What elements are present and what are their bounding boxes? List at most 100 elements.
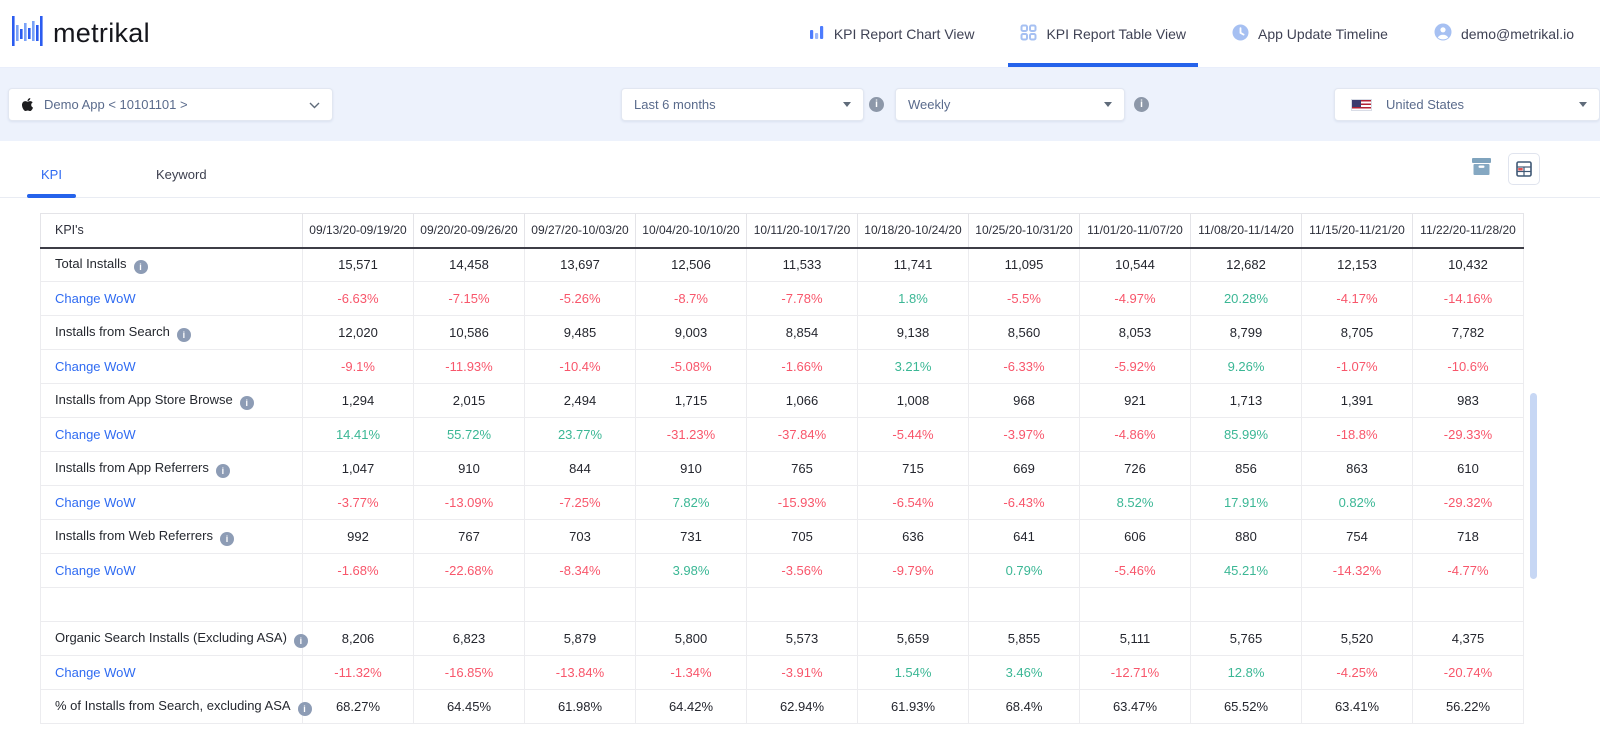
table-cell: -1.07%	[1301, 349, 1413, 384]
table-row: Change WoW -6.63% -7.15% -5.26% -8.7% -7.78% 1…	[40, 281, 1524, 316]
info-icon[interactable]: i	[176, 327, 191, 342]
date-column-header: 10/18/20-10/24/20	[857, 213, 969, 249]
nav-app-update-timeline[interactable]: App Update Timeline	[1232, 0, 1388, 67]
row-label-cell: Change WoW	[40, 553, 303, 588]
table-cell: -11.32%	[302, 655, 414, 690]
table-cell: 983	[1412, 383, 1524, 418]
table-cell: -7.15%	[413, 281, 525, 316]
app-selector-value: Demo App < 10101101 >	[44, 97, 188, 112]
table-cell: 12,506	[635, 247, 747, 282]
info-icon[interactable]: i	[239, 395, 254, 410]
table-row: Total Installs i 15,571 14,458 13,697 12,506 1…	[40, 247, 1524, 282]
table-cell: 1,066	[746, 383, 858, 418]
kpi-row-label: Total Installs	[55, 255, 127, 271]
table-cell: -9.1%	[302, 349, 414, 384]
change-wow-link[interactable]: Change WoW	[55, 427, 136, 442]
vertical-scrollbar[interactable]	[1530, 393, 1537, 579]
table-cell	[857, 587, 969, 622]
change-wow-link[interactable]: Change WoW	[55, 665, 136, 680]
table-cell: -1.34%	[635, 655, 747, 690]
table-cell: -5.26%	[524, 281, 636, 316]
table-cell: -6.54%	[857, 485, 969, 520]
table-cell: 61.98%	[524, 689, 636, 724]
date-column-header: 09/13/20-09/19/20	[302, 213, 414, 249]
archive-icon[interactable]	[1471, 157, 1492, 181]
table-cell: 8,705	[1301, 315, 1413, 350]
table-row: Installs from Search i 12,020 10,586 9,485 9,…	[40, 315, 1524, 350]
row-label-cell: Change WoW	[40, 349, 303, 384]
nav-kpi-table-view[interactable]: KPI Report Table View	[1008, 0, 1198, 67]
grid-icon	[1020, 24, 1037, 44]
table-cell: -5.44%	[857, 417, 969, 452]
export-xlsx-button[interactable]	[1508, 153, 1540, 185]
table-cell	[746, 587, 858, 622]
table-cell: 12,153	[1301, 247, 1413, 282]
change-wow-link[interactable]: Change WoW	[55, 291, 136, 306]
top-navbar: metrikal KPI Report Chart View	[0, 0, 1600, 68]
info-icon[interactable]: i	[215, 463, 230, 478]
table-cell: 5,573	[746, 621, 858, 656]
table-cell: -3.56%	[746, 553, 858, 588]
table-cell: -10.6%	[1412, 349, 1524, 384]
table-cell: -8.7%	[635, 281, 747, 316]
table-cell: -5.92%	[1079, 349, 1191, 384]
table-cell: 68.27%	[302, 689, 414, 724]
table-cell: 8,854	[746, 315, 858, 350]
info-icon[interactable]: i	[133, 259, 148, 274]
date-column-header: 11/08/20-11/14/20	[1190, 213, 1302, 249]
date-range-dropdown[interactable]: Last 6 months	[621, 88, 864, 121]
info-icon[interactable]: i	[1134, 97, 1149, 112]
table-cell: 17.91%	[1190, 485, 1302, 520]
caret-down-icon	[1579, 102, 1587, 107]
table-cell: 765	[746, 451, 858, 486]
nav-item-label: demo@metrikal.io	[1460, 25, 1574, 42]
change-wow-link[interactable]: Change WoW	[55, 495, 136, 510]
logo-bars-icon	[12, 13, 46, 54]
logo[interactable]: metrikal	[12, 13, 150, 54]
table-cell: -4.25%	[1301, 655, 1413, 690]
table-cell: 5,111	[1079, 621, 1191, 656]
table-cell: 968	[968, 383, 1080, 418]
change-wow-link[interactable]: Change WoW	[55, 563, 136, 578]
table-cell: 856	[1190, 451, 1302, 486]
row-label-cell: Total Installs i	[40, 247, 303, 282]
table-cell: -4.17%	[1301, 281, 1413, 316]
granularity-value: Weekly	[908, 97, 951, 112]
logo-text: metrikal	[53, 18, 150, 48]
kpi-row-label: % of Installs from Search, excluding ASA	[55, 697, 291, 713]
table-row: Installs from Web Referrers i 992 767 703 731…	[40, 519, 1524, 554]
table-cell: 863	[1301, 451, 1413, 486]
country-dropdown[interactable]: United States	[1334, 88, 1600, 121]
info-icon[interactable]: i	[219, 531, 234, 546]
date-column-header: 09/27/20-10/03/20	[524, 213, 636, 249]
table-cell: 10,432	[1412, 247, 1524, 282]
nav-account[interactable]: demo@metrikal.io	[1434, 0, 1574, 67]
tab-keyword[interactable]: Keyword	[155, 167, 207, 182]
table-cell: 880	[1190, 519, 1302, 554]
table-row: % of Installs from Search, excluding ASA…	[40, 689, 1524, 724]
table-cell: -16.85%	[413, 655, 525, 690]
nav-kpi-chart-view[interactable]: KPI Report Chart View	[809, 0, 975, 67]
table-cell: -29.32%	[1412, 485, 1524, 520]
app-selector-dropdown[interactable]: Demo App < 10101101 >	[8, 88, 333, 121]
table-cell: 1,047	[302, 451, 414, 486]
caret-down-icon	[843, 102, 851, 107]
chevron-down-icon	[309, 97, 320, 112]
info-icon[interactable]: i	[297, 701, 312, 716]
date-column-header: 11/01/20-11/07/20	[1079, 213, 1191, 249]
table-cell: 2,494	[524, 383, 636, 418]
granularity-dropdown[interactable]: Weekly	[895, 88, 1125, 121]
table-cell: 62.94%	[746, 689, 858, 724]
table-cell: -3.97%	[968, 417, 1080, 452]
table-cell: 844	[524, 451, 636, 486]
info-icon[interactable]: i	[869, 97, 884, 112]
table-cell: 68.4%	[968, 689, 1080, 724]
tab-kpi[interactable]: KPI	[27, 167, 76, 198]
row-label-cell: Installs from App Referrers i	[40, 451, 303, 486]
report-card: KPI Keyword	[0, 141, 1600, 750]
change-wow-link[interactable]: Change WoW	[55, 359, 136, 374]
table-cell	[413, 587, 525, 622]
table-cell	[1412, 587, 1524, 622]
nav-item-label: KPI Report Chart View	[833, 25, 975, 42]
info-icon[interactable]: i	[293, 633, 308, 648]
